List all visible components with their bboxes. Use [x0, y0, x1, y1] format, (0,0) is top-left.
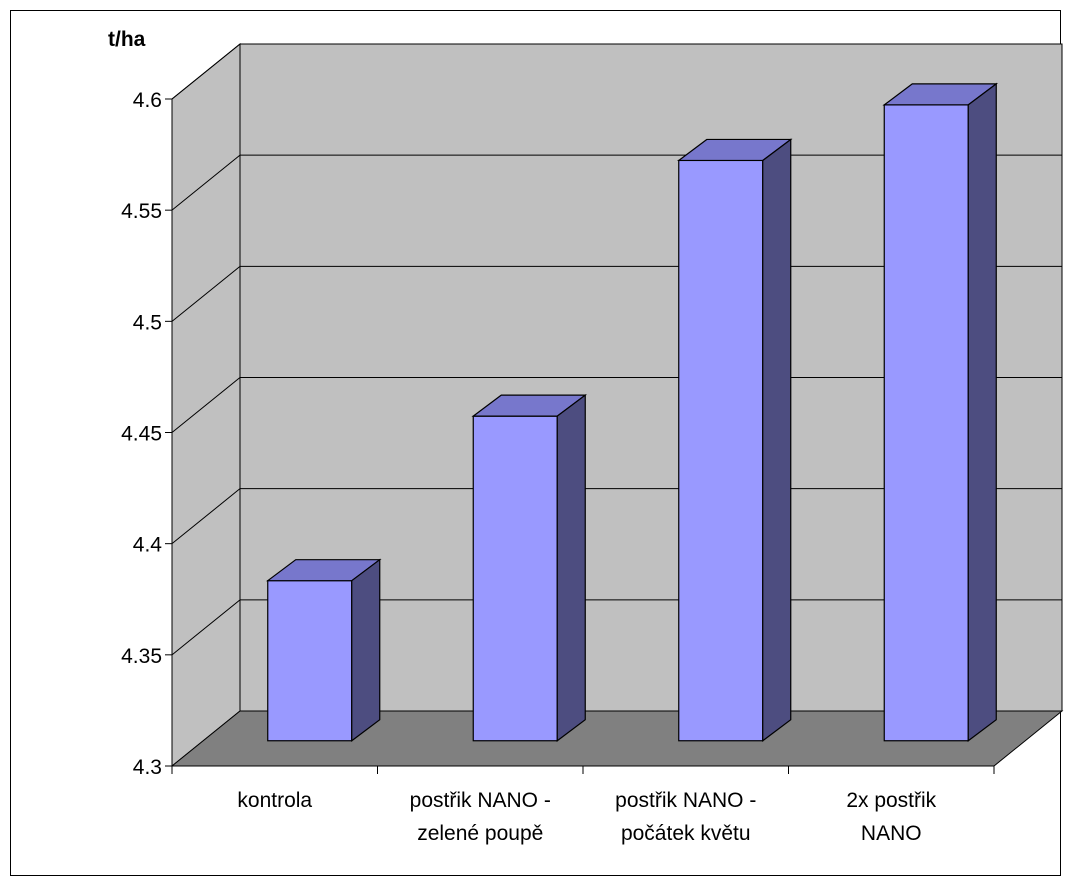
- bar-side: [967, 82, 997, 742]
- bar-side: [351, 558, 381, 742]
- y-tick-label: 4.35: [121, 645, 162, 668]
- y-tick-label: 4.4: [133, 534, 163, 557]
- labels: 4.3 4.35 4.4 4.45 4.5 4.55 4.6 t/ha kontrola post…: [108, 28, 937, 845]
- x-category-label: postřik NANO -: [615, 789, 756, 812]
- bar-side: [762, 138, 792, 742]
- x-category-label: počátek květu: [621, 822, 751, 845]
- y-tick-label: 4.3: [133, 756, 162, 779]
- x-category-label: NANO: [861, 822, 922, 845]
- x-category-label: kontrola: [237, 789, 312, 812]
- bar-front: [267, 580, 353, 742]
- bar-front: [472, 415, 558, 742]
- gridline: [171, 43, 1062, 100]
- bar-3: [676, 138, 793, 742]
- bar-front: [678, 159, 764, 742]
- bar-front: [883, 104, 969, 742]
- bar-side: [556, 393, 586, 742]
- bar-4: [882, 82, 999, 742]
- y-tick-label: 4.55: [121, 200, 162, 223]
- axes: [165, 98, 995, 774]
- y-tick-label: 4.45: [121, 423, 162, 446]
- bars: [265, 82, 999, 742]
- bar-1: [265, 558, 382, 742]
- x-category-label: zelené poupě: [417, 822, 543, 845]
- x-category-label: postřik NANO -: [410, 789, 551, 812]
- bar-2: [471, 393, 588, 742]
- y-tick-label: 4.6: [133, 89, 162, 112]
- y-tick-label: 4.5: [133, 311, 162, 334]
- x-category-label: 2x postřik: [846, 789, 936, 812]
- y-axis-unit-label: t/ha: [108, 28, 146, 51]
